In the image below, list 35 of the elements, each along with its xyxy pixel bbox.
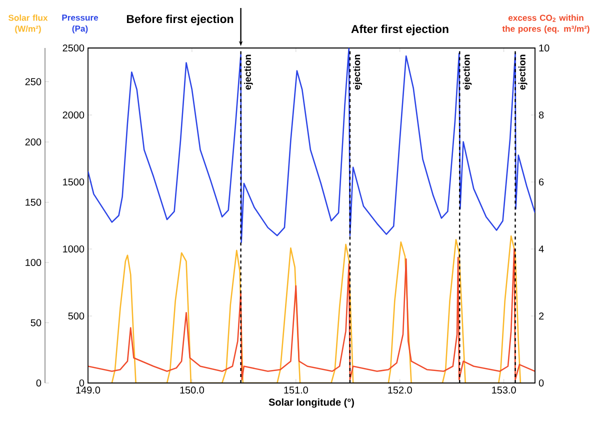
x-tick-label: 151.0 [284,386,308,394]
y-tick-label: 0 [79,379,84,387]
y2-tick-label: 6 [539,178,544,186]
x-axis-title: Solar longitude (°) [268,398,354,408]
y3-tick-label: 200 [25,138,42,146]
ref-line-label: ejection [518,54,528,90]
y2-tick-label: 4 [538,246,544,252]
line-series [88,48,536,243]
y3-tick-label: 150 [26,198,42,206]
y3-tick-label: 50 [30,319,42,326]
x-tick-label: 149.0 [76,386,100,394]
y-tick-label: 500 [68,312,84,320]
y3-tick-label: 250 [25,78,42,86]
line-series [88,248,536,380]
y3-axis-title: Solar flux (W/m²) [8,14,48,34]
x-tick-label: 153.0 [492,386,516,394]
y3-tick-label: 0 [36,379,42,387]
y-tick-label: 2500 [62,44,84,52]
y-tick-label: 1000 [63,245,84,253]
text: Before first ejection [126,14,234,26]
y-tick-label: 2000 [62,111,84,119]
ref-line-label: ejection [353,54,362,90]
text: After first ejection [351,24,448,36]
y-axis-title: Pressure (Pa) [62,14,98,34]
y2-tick-label: 8 [538,111,544,119]
ref-line-label: ejection [462,54,472,90]
y2-tick-label: 0 [538,379,544,387]
y2-tick-label: 10 [539,44,550,52]
y-tick-label: 1500 [63,178,84,186]
x-tick-label: 152.0 [388,386,412,394]
ref-line-label: ejection [244,54,253,90]
y3-tick-label: 100 [26,258,42,266]
y2-tick-label: 2 [539,312,544,320]
x-tick-label: 150.0 [180,386,204,394]
y2-axis-title: excess CO$_{2}$ within the pores (eq. m³/m²) [502,14,590,34]
